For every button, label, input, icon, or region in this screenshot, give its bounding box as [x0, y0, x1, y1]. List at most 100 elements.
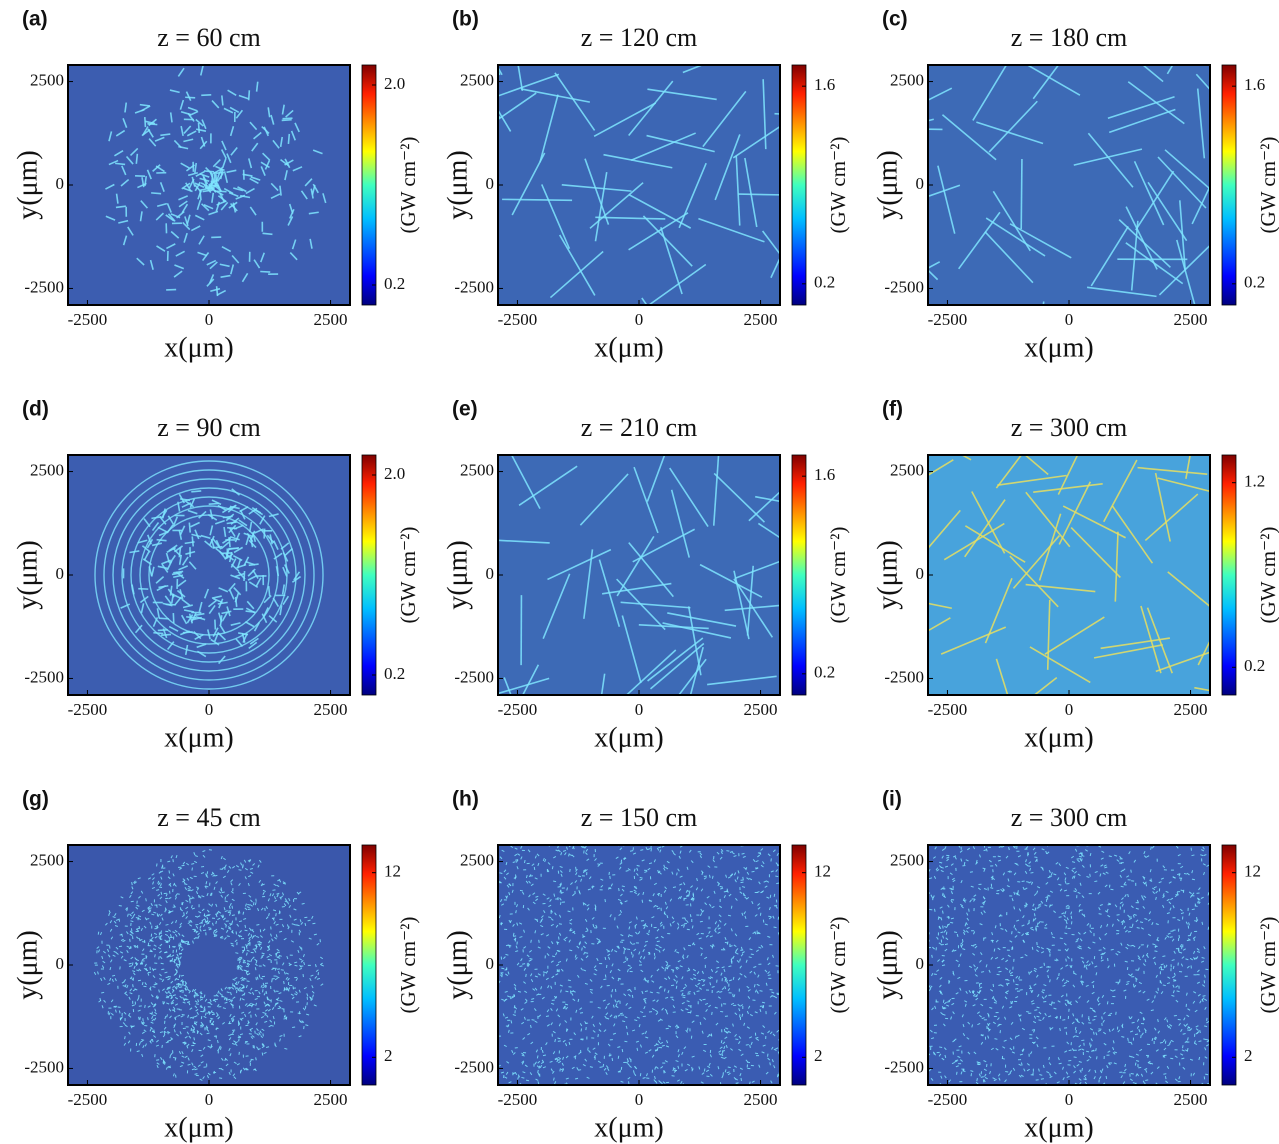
- panel-label: (a): [22, 8, 48, 31]
- y-tick-label: -2500: [454, 1057, 494, 1076]
- y-axis-label: y(μm): [442, 540, 473, 609]
- y-tick-label: 0: [486, 174, 495, 193]
- y-axis-label: y(μm): [12, 150, 43, 219]
- y-tick-label: -2500: [884, 1057, 924, 1076]
- y-tick-label: 2500: [890, 850, 924, 869]
- x-tick-label: -2500: [498, 700, 538, 719]
- y-tick-label: 0: [486, 954, 495, 973]
- x-tick-label: 2500: [1174, 1090, 1208, 1109]
- y-axis-label: y(μm): [12, 930, 43, 999]
- y-tick-label: 2500: [30, 70, 64, 89]
- y-tick-label: 0: [56, 954, 65, 973]
- panel-title: z = 210 cm: [581, 413, 697, 442]
- panel-title: z = 45 cm: [157, 803, 260, 832]
- colorbar-tick-label: 1.6: [814, 75, 835, 94]
- x-tick-label: -2500: [928, 310, 968, 329]
- x-tick-label: -2500: [68, 1090, 108, 1109]
- y-tick-label: 0: [916, 954, 925, 973]
- colorbar-tick-label: 2: [384, 1046, 393, 1065]
- y-tick-label: 2500: [890, 70, 924, 89]
- panel: (f)z = 300 cm-250002500-250002500x(μm)y(…: [872, 398, 1279, 754]
- x-tick-label: 2500: [314, 1090, 348, 1109]
- x-tick-label: -2500: [498, 310, 538, 329]
- panel-label: (g): [22, 788, 49, 811]
- colorbar-tick-label: 0.2: [384, 664, 405, 683]
- panel: (e)z = 210 cm-250002500-250002500x(μm)y(…: [442, 398, 849, 754]
- panel-label: (h): [452, 788, 479, 811]
- y-tick-label: 2500: [460, 460, 494, 479]
- colorbar: [1222, 455, 1236, 695]
- y-axis-label: y(μm): [442, 150, 473, 219]
- panel-title: z = 300 cm: [1011, 803, 1127, 832]
- heatmap-image: [68, 455, 350, 695]
- colorbar-tick-label: 2.0: [384, 464, 405, 483]
- x-axis-label: x(μm): [594, 332, 663, 363]
- y-tick-label: 2500: [460, 70, 494, 89]
- x-tick-label: 0: [205, 700, 214, 719]
- y-axis-label: y(μm): [872, 540, 903, 609]
- x-axis-label: x(μm): [164, 722, 233, 753]
- colorbar-tick-label: 2.0: [384, 74, 405, 93]
- y-tick-label: 2500: [890, 460, 924, 479]
- x-tick-label: 2500: [314, 310, 348, 329]
- panel-title: z = 180 cm: [1011, 23, 1127, 52]
- panel: (b)z = 120 cm-250002500-250002500x(μm)y(…: [442, 8, 849, 364]
- colorbar-tick-label: 0.2: [814, 273, 835, 292]
- y-tick-label: -2500: [454, 667, 494, 686]
- colorbar-label: (GW cm⁻²): [396, 917, 420, 1014]
- colorbar-label: (GW cm⁻²): [1256, 917, 1279, 1014]
- y-tick-label: 2500: [30, 460, 64, 479]
- heatmap-image: [68, 845, 350, 1085]
- panel-title: z = 120 cm: [581, 23, 697, 52]
- panel-title: z = 150 cm: [581, 803, 697, 832]
- colorbar-label: (GW cm⁻²): [1256, 527, 1279, 624]
- y-tick-label: 0: [56, 564, 65, 583]
- x-axis-label: x(μm): [1024, 722, 1093, 753]
- heatmap-image: [498, 845, 780, 1085]
- colorbar: [362, 455, 376, 695]
- colorbar-tick-label: 2: [814, 1046, 823, 1065]
- colorbar-label: (GW cm⁻²): [396, 527, 420, 624]
- y-tick-label: 2500: [30, 850, 64, 869]
- colorbar-tick-label: 1.2: [1244, 472, 1265, 491]
- x-tick-label: -2500: [68, 310, 108, 329]
- panel-title: z = 90 cm: [157, 413, 260, 442]
- panel-label: (b): [452, 8, 479, 31]
- panel-label: (f): [882, 398, 903, 421]
- panel-title: z = 300 cm: [1011, 413, 1127, 442]
- colorbar-tick-label: 12: [1244, 862, 1261, 881]
- y-tick-label: 0: [56, 174, 65, 193]
- x-tick-label: 2500: [1174, 310, 1208, 329]
- x-tick-label: 0: [1065, 700, 1074, 719]
- colorbar-label: (GW cm⁻²): [826, 527, 850, 624]
- colorbar-label: (GW cm⁻²): [396, 137, 420, 234]
- panel: (i)z = 300 cm-250002500-250002500x(μm)y(…: [872, 788, 1279, 1144]
- colorbar-label: (GW cm⁻²): [826, 137, 850, 234]
- colorbar-tick-label: 0.2: [1244, 656, 1265, 675]
- heatmap-image: [928, 65, 1210, 305]
- panel-label: (c): [882, 8, 908, 31]
- x-tick-label: 0: [635, 1090, 644, 1109]
- x-axis-label: x(μm): [164, 1112, 233, 1143]
- x-tick-label: 2500: [314, 700, 348, 719]
- colorbar: [362, 65, 376, 305]
- y-tick-label: 0: [916, 564, 925, 583]
- panel: (a)z = 60 cm-250002500-250002500x(μm)y(μ…: [12, 8, 419, 364]
- colorbar: [362, 845, 376, 1085]
- colorbar: [792, 455, 806, 695]
- y-tick-label: 2500: [460, 850, 494, 869]
- x-tick-label: 2500: [744, 700, 778, 719]
- panel: (c)z = 180 cm-250002500-250002500x(μm)y(…: [866, 8, 1279, 371]
- x-tick-label: 0: [205, 1090, 214, 1109]
- colorbar: [792, 65, 806, 305]
- colorbar-tick-label: 0.2: [384, 274, 405, 293]
- panel: (d)z = 90 cm-250002500-250002500x(μm)y(μ…: [12, 398, 419, 754]
- colorbar-tick-label: 0.2: [1244, 273, 1265, 292]
- x-axis-label: x(μm): [1024, 332, 1093, 363]
- colorbar-tick-label: 1.6: [814, 465, 835, 484]
- y-tick-label: 0: [486, 564, 495, 583]
- colorbar-tick-label: 2: [1244, 1046, 1253, 1065]
- colorbar-label: (GW cm⁻²): [826, 917, 850, 1014]
- y-tick-label: -2500: [24, 1057, 64, 1076]
